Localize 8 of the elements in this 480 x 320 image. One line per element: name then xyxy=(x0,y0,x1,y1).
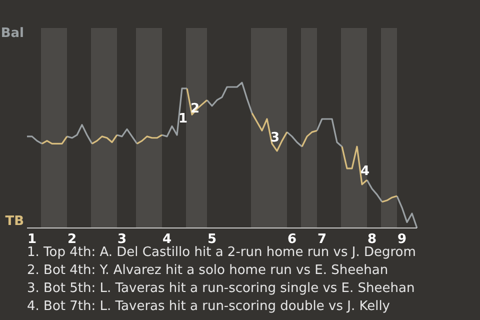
annotation: 3 xyxy=(270,130,280,146)
text: 2. Bot 4th: Y. Alvarez hit a solo home run vs E. Sheehan xyxy=(27,262,390,280)
text: TB xyxy=(4,214,24,230)
text: 4. Bot 7th: L. Taveras hit a run-scoring double vs J. Kelly xyxy=(27,298,392,316)
text: Bal xyxy=(0,26,24,42)
annotation: 1 xyxy=(178,112,188,127)
text: 3. Bot 5th: L. Taveras hit a run-scoring single vs E. Sheehan xyxy=(27,280,416,298)
annotation: 4 xyxy=(360,164,370,179)
